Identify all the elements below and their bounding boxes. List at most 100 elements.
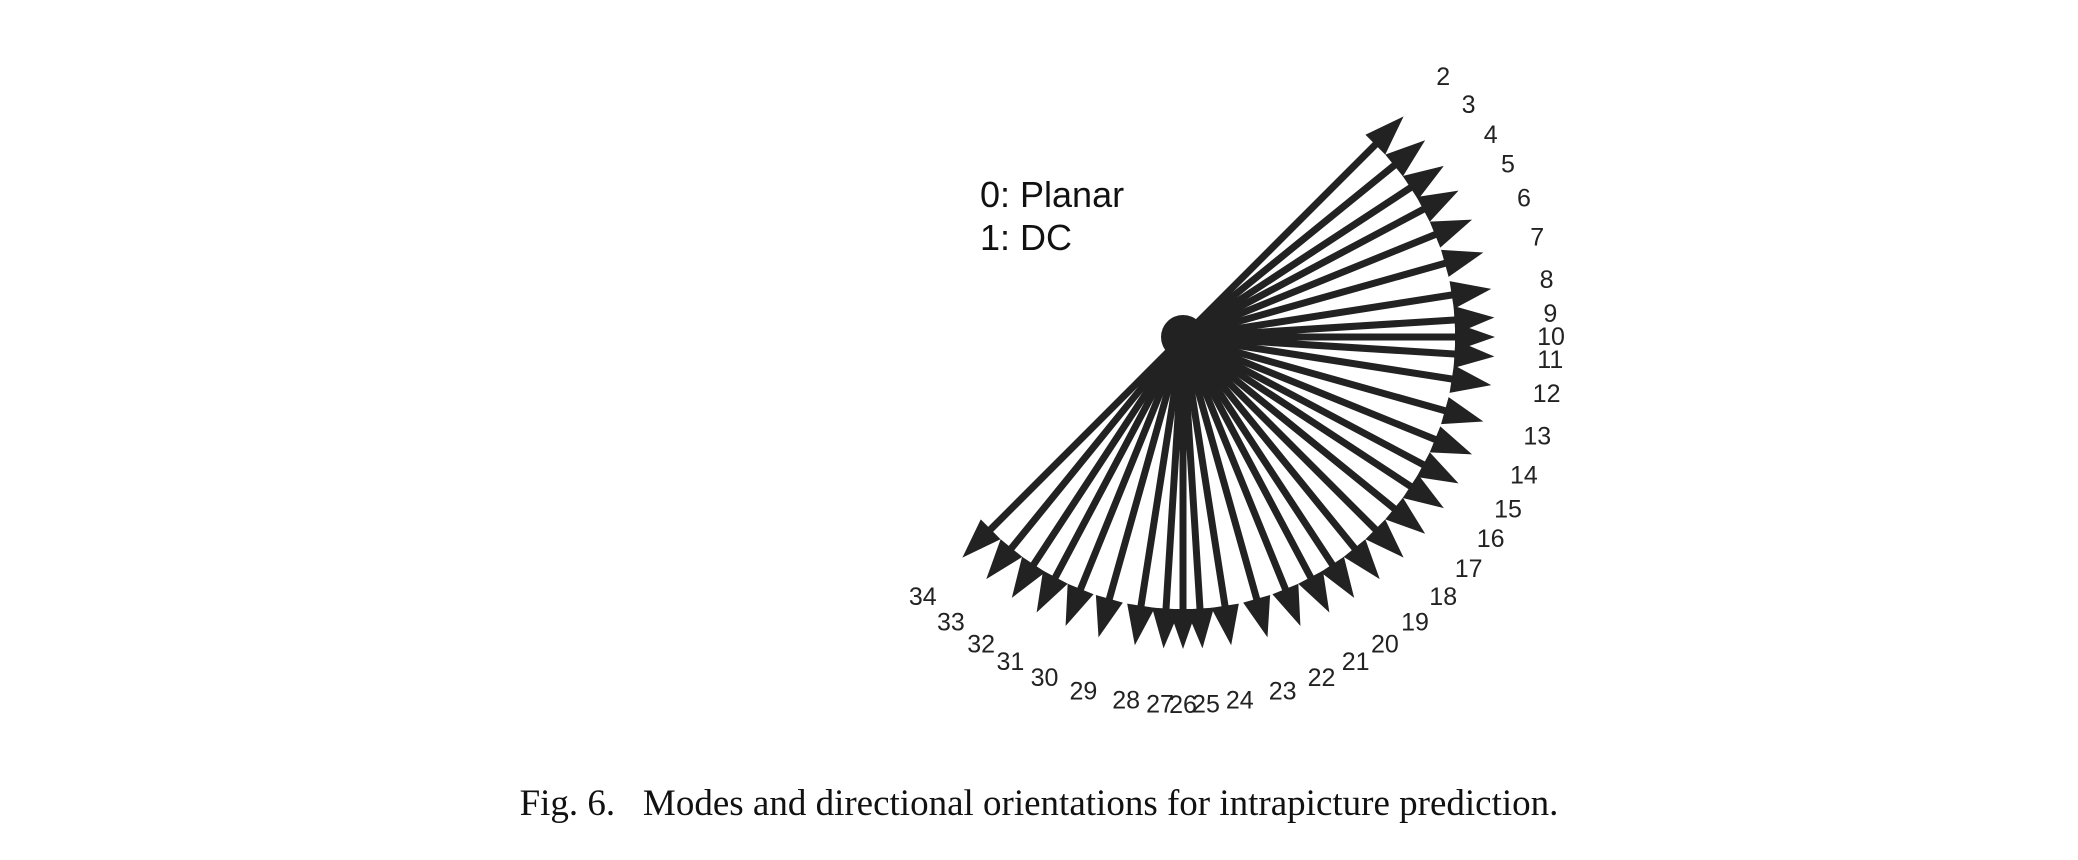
mode-28-arrow-head (1127, 603, 1155, 646)
mode-21-label: 21 (1342, 648, 1370, 676)
mode-16-arrow-head (1402, 474, 1444, 509)
mode-21-arrow-head (1298, 570, 1330, 613)
mode-3-label: 3 (1462, 91, 1476, 119)
mode-32-label: 32 (967, 631, 995, 659)
mode-9-label: 9 (1543, 300, 1557, 328)
mode-19-arrow-shaft (1180, 334, 1360, 554)
mode-32-arrow-shaft (1028, 335, 1186, 570)
mode-31-arrow-head (1036, 570, 1068, 613)
legend-planar: 0: Planar (980, 174, 1124, 215)
mode-34-arrow-shaft (985, 334, 1186, 535)
mode-2-arrow-head (1365, 116, 1404, 155)
mode-33-arrow-head (986, 539, 1023, 580)
mode-5-label: 5 (1501, 150, 1515, 178)
mode-11-arrow-shaft (1182, 333, 1459, 358)
mode-15-arrow-head (1416, 452, 1459, 484)
mode-12-label: 12 (1533, 380, 1561, 408)
mode-arrows (962, 116, 1495, 649)
mode-23-arrow-head (1243, 595, 1271, 638)
mode-25-label: 25 (1192, 690, 1220, 718)
mode-16-label: 16 (1477, 525, 1505, 553)
mode-30-label: 30 (1031, 664, 1059, 692)
mode-24-arrow-shaft (1179, 336, 1230, 611)
mode-26-arrow-head (1169, 609, 1197, 649)
mode-3-arrow-shaft (1180, 160, 1400, 340)
mode-22-label: 22 (1308, 664, 1336, 692)
mode-13-arrow-shaft (1182, 333, 1450, 416)
mode-17-arrow-shaft (1180, 334, 1400, 514)
mode-34-arrow-head (962, 519, 1001, 558)
mode-20-arrow-head (1320, 556, 1355, 598)
mode-18-label: 18 (1429, 583, 1457, 611)
mode-24-arrow-head (1211, 603, 1239, 646)
mode-27-label: 27 (1146, 690, 1174, 718)
mode-7-label: 7 (1530, 223, 1544, 251)
mode-8-arrow-shaft (1182, 290, 1457, 341)
mode-18-arrow-shaft (1180, 334, 1381, 535)
mode-14-label: 14 (1510, 462, 1538, 490)
mode-31-arrow-shaft (1050, 335, 1187, 583)
mode-5-arrow-head (1416, 190, 1459, 222)
mode-6-label: 6 (1517, 184, 1531, 212)
mode-29-arrow-shaft (1104, 336, 1187, 604)
mode-24-label: 24 (1226, 687, 1254, 715)
mode-18-arrow-head (1365, 519, 1404, 558)
arrow-origin-hub (1161, 315, 1205, 359)
mode-7-arrow-head (1441, 249, 1484, 277)
mode-10-arrow-head (1455, 323, 1495, 351)
mode-11-arrow-head (1453, 339, 1495, 368)
mode-20-arrow-shaft (1180, 335, 1338, 570)
mode-28-label: 28 (1112, 687, 1140, 715)
mode-29-arrow-head (1095, 595, 1123, 638)
mode-8-arrow-head (1449, 281, 1492, 309)
mode-2-arrow-shaft (1180, 139, 1381, 340)
mode-34-label: 34 (909, 583, 937, 611)
mode-16-arrow-shaft (1181, 334, 1416, 492)
mode-32-arrow-head (1011, 556, 1046, 598)
mode-33-label: 33 (937, 609, 965, 637)
mode-13-label: 13 (1523, 423, 1551, 451)
mode-8-label: 8 (1540, 266, 1554, 294)
mode-15-label: 15 (1494, 496, 1522, 524)
mode-17-arrow-head (1385, 497, 1426, 534)
mode-labels: 2345678910111213141516171819202122232425… (909, 63, 1565, 719)
mode-2-label: 2 (1436, 63, 1450, 91)
figure-caption: Fig. 6. Modes and directional orientatio… (519, 783, 1559, 824)
mode-11-label: 11 (1537, 346, 1563, 374)
mode-6-arrow-shaft (1181, 229, 1441, 341)
mode-23-arrow-shaft (1179, 336, 1262, 604)
mode-28-arrow-shaft (1136, 336, 1187, 611)
mode-19-label: 19 (1401, 609, 1429, 637)
mode-20-label: 20 (1371, 631, 1399, 659)
mode-12-arrow-shaft (1182, 333, 1457, 384)
legend-dc: 1: DC (980, 217, 1072, 258)
mode-22-arrow-head (1272, 583, 1301, 627)
mode-4-arrow-shaft (1181, 182, 1416, 340)
mode-30-arrow-shaft (1075, 335, 1187, 595)
mode-6-arrow-head (1429, 219, 1473, 248)
mode-21-arrow-shaft (1179, 335, 1316, 583)
mode-19-arrow-head (1343, 539, 1380, 580)
mode-13-arrow-head (1441, 397, 1484, 425)
mode-4-label: 4 (1484, 121, 1498, 149)
mode-26-label: 26 (1169, 691, 1197, 719)
mode-33-arrow-shaft (1006, 334, 1186, 554)
mode-5-arrow-shaft (1181, 204, 1429, 341)
mode-12-arrow-head (1449, 365, 1492, 393)
mode-23-label: 23 (1269, 677, 1297, 705)
mode-14-arrow-head (1429, 426, 1473, 455)
mode-14-arrow-shaft (1181, 333, 1441, 445)
mode-15-arrow-shaft (1181, 333, 1429, 470)
mode-17-label: 17 (1455, 555, 1483, 583)
mode-27-arrow-shaft (1162, 336, 1187, 613)
mode-31-label: 31 (996, 648, 1024, 676)
mode-4-arrow-head (1402, 165, 1444, 200)
mode-27-arrow-head (1152, 607, 1181, 649)
mode-29-label: 29 (1069, 677, 1097, 705)
legend: 0: Planar 1: DC (980, 174, 1124, 258)
mode-7-arrow-shaft (1182, 258, 1450, 341)
mode-30-arrow-head (1065, 583, 1094, 627)
mode-22-arrow-shaft (1179, 335, 1291, 595)
mode-10-label: 10 (1537, 323, 1565, 351)
mode-3-arrow-head (1385, 140, 1426, 177)
